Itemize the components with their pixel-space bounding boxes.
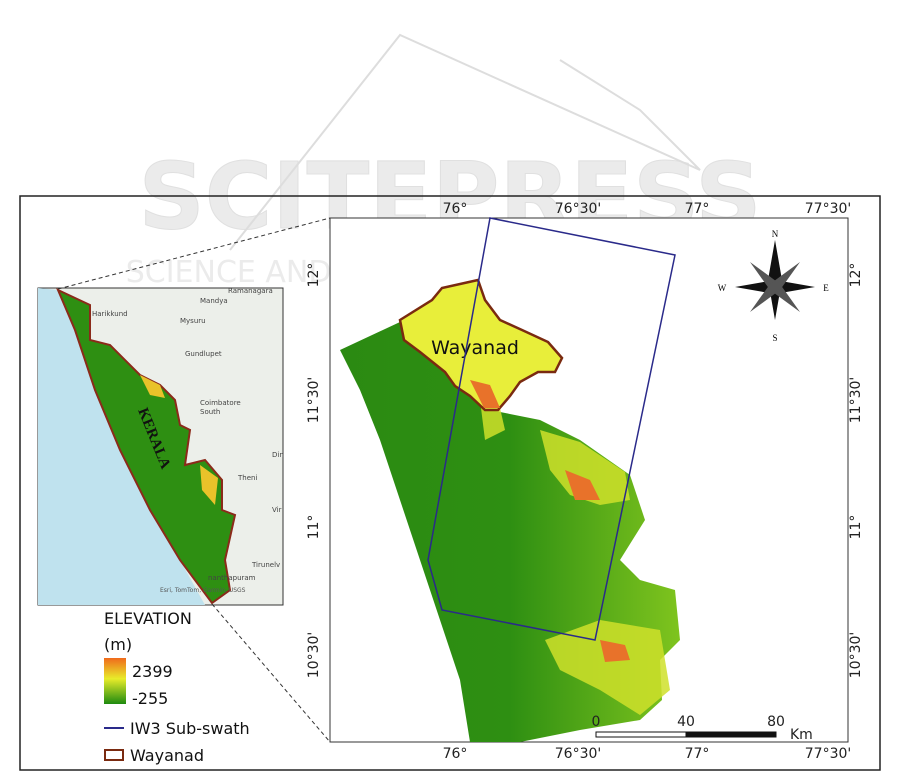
inset-kerala	[56, 287, 237, 605]
lon-label: 76°30'	[555, 201, 601, 217]
lon-label: 76°	[443, 746, 468, 762]
watermark-shape	[229, 33, 701, 251]
lon-label: 77°30'	[805, 201, 851, 217]
lon-label: 77°30'	[805, 746, 851, 762]
scale-unit: Km	[790, 727, 813, 743]
place-label: Mysuru	[180, 317, 206, 325]
inset-attribution: Esri, TomTom, Garmin, USGS	[160, 587, 246, 594]
graticule-labels: 76° 76°30' 77° 77°30' 76° 76°30' 77° 77°…	[306, 201, 864, 762]
lat-label: 11°	[848, 515, 864, 540]
lat-label: 11°	[306, 515, 322, 540]
lon-label: 77°	[685, 746, 710, 762]
place-label: Theni	[237, 474, 257, 482]
lat-label: 12°	[848, 263, 864, 288]
legend-swath: IW3 Sub-swath	[130, 719, 250, 738]
frame	[19, 195, 881, 771]
peaks	[565, 470, 630, 662]
legend-boundary: Wayanad	[130, 746, 204, 765]
place-label: Ramanagara	[228, 287, 273, 295]
scale-label: 40	[677, 714, 695, 730]
place-label: Mandya	[200, 297, 228, 305]
legend-boundary-symbol	[104, 749, 124, 761]
compass: N E S W	[718, 229, 830, 343]
place-label: South	[200, 408, 220, 416]
legend: ELEVATION (m) 2399 -255 IW3 Sub-swath Wa…	[104, 609, 250, 765]
lat-label: 12°	[306, 263, 322, 288]
wayanad-region	[398, 278, 564, 412]
legend-min: -255	[132, 689, 168, 708]
iw3-swath	[427, 217, 676, 641]
legend-ramp	[104, 658, 126, 704]
inset-highlands	[140, 375, 218, 505]
place-label: Gundlupet	[185, 350, 222, 358]
lat-label: 11°30'	[848, 377, 864, 423]
compass-n: N	[772, 229, 779, 239]
lat-label: 11°30'	[306, 377, 322, 423]
scale-segment	[685, 731, 777, 738]
connector	[57, 217, 331, 290]
highlands	[480, 400, 670, 715]
scale-label: 80	[767, 714, 785, 730]
place-label: Coimbatore	[200, 399, 241, 407]
connector	[211, 603, 331, 743]
legend-title: ELEVATION	[104, 609, 192, 628]
compass-w: W	[718, 283, 727, 293]
inset-places: Ramanagara Mandya Mysuru Harikkund Gundl…	[92, 287, 284, 582]
compass-s: S	[772, 333, 777, 343]
lon-label: 76°	[443, 201, 468, 217]
region-label: Wayanad	[431, 337, 519, 359]
place-label: nanthapuram	[208, 574, 256, 582]
legend-unit: (m)	[104, 635, 132, 654]
lon-label: 77°	[685, 201, 710, 217]
lon-label: 76°30'	[555, 746, 601, 762]
compass-star	[750, 262, 800, 312]
inset-sea	[38, 288, 205, 605]
compass-e: E	[823, 283, 829, 293]
scale-bar: 0 40 80 Km	[592, 714, 813, 743]
place-label: Tirunelv	[251, 561, 280, 569]
lat-label: 10°30'	[848, 632, 864, 678]
place-label: Vir	[272, 506, 282, 514]
scale-label: 0	[592, 714, 601, 730]
lat-label: 10°30'	[306, 632, 322, 678]
scale-segment	[595, 731, 687, 738]
place-label: Din	[272, 451, 284, 459]
place-label: Harikkund	[92, 310, 128, 318]
wayanad-peak	[470, 380, 500, 408]
legend-max: 2399	[132, 662, 173, 681]
